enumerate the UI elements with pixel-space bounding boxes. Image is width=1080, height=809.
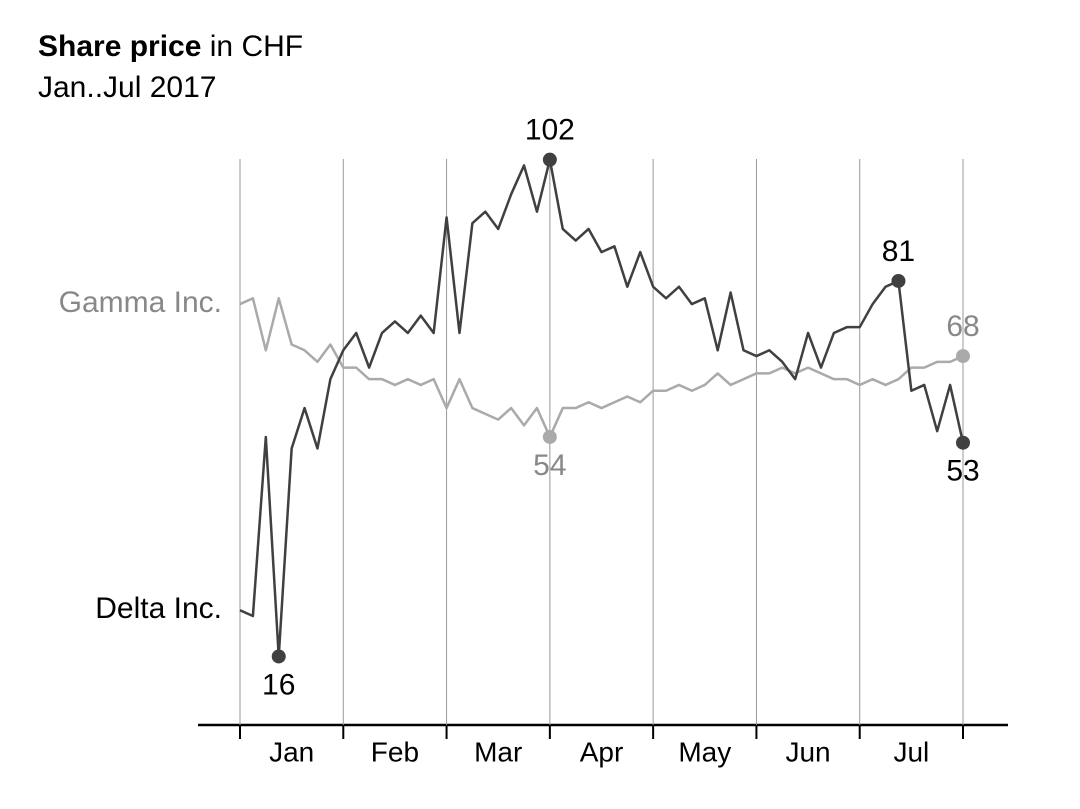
line <box>239 297 964 439</box>
point-marker <box>542 429 557 444</box>
x-tick-label: Jul <box>893 736 929 767</box>
x-tick-label: Feb <box>371 736 419 767</box>
x-tick-label: Apr <box>580 736 624 767</box>
title-rest: in CHF <box>210 30 303 63</box>
x-tick-label: Jun <box>785 736 830 767</box>
point-marker <box>891 273 906 288</box>
point-marker <box>956 349 970 364</box>
value-label: 102 <box>525 114 575 147</box>
chart-subtitle: Jan..Jul 2017 <box>38 71 216 104</box>
x-tick-label: May <box>678 736 731 767</box>
title-bold: Share price <box>38 30 201 63</box>
value-label: 68 <box>946 310 979 343</box>
value-label: 16 <box>262 668 295 701</box>
value-label: 53 <box>946 455 979 488</box>
series-label: Gamma Inc. <box>59 286 222 319</box>
point-marker <box>956 435 970 450</box>
value-label: 81 <box>882 235 915 268</box>
value-label: 54 <box>533 449 566 482</box>
series-label: Delta Inc. <box>95 592 222 625</box>
x-tick-label: Jan <box>269 736 314 767</box>
chart-title: Share price in CHF <box>38 30 303 63</box>
point-marker <box>542 152 557 167</box>
point-marker <box>271 649 286 664</box>
x-tick-label: Mar <box>474 736 522 767</box>
line <box>239 158 965 658</box>
